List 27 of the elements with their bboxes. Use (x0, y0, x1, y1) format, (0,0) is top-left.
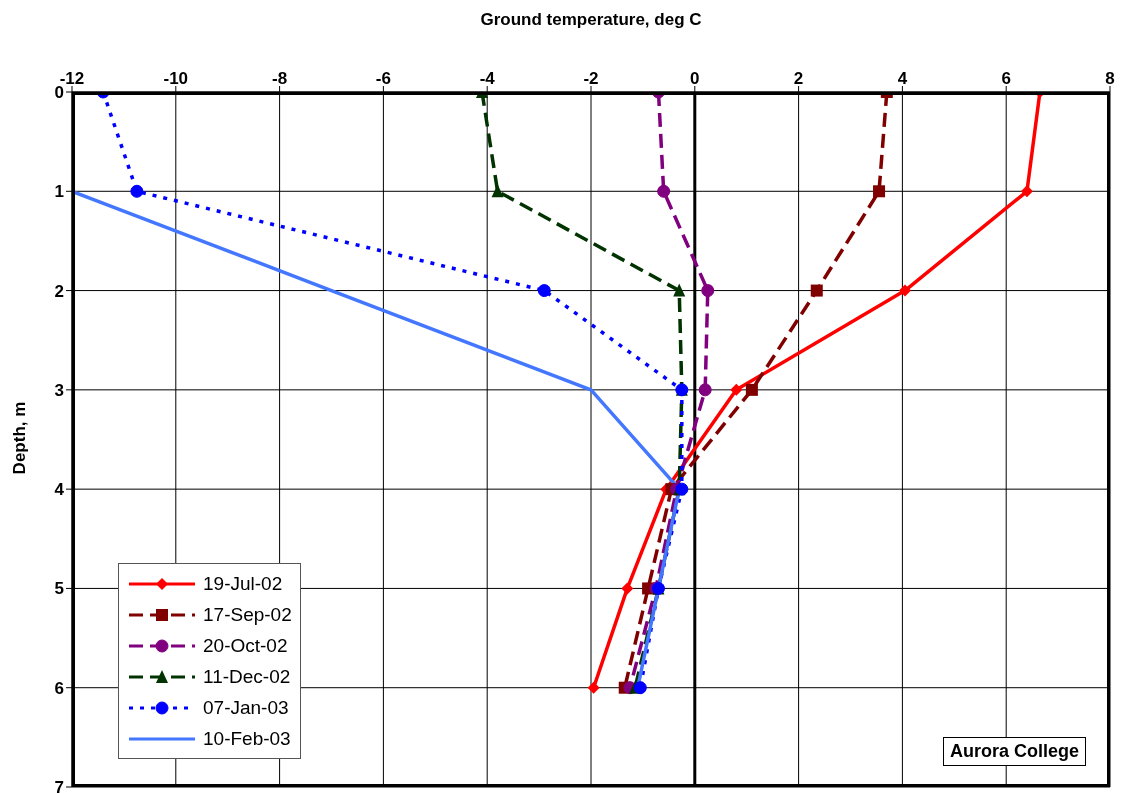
legend-label: 17-Sep-02 (203, 603, 292, 626)
x-tick-label: 8 (1105, 69, 1115, 88)
y-tick-label: 7 (54, 778, 64, 793)
y-tick-label: 3 (54, 380, 64, 400)
x-axis-title: Ground temperature, deg C (479, 10, 703, 30)
y-tick-label: 4 (54, 480, 65, 500)
y-tick-label: 5 (54, 579, 64, 599)
x-tick-label: -6 (375, 69, 391, 88)
legend-label: 07-Jan-03 (203, 696, 289, 719)
x-tick-label: 6 (1001, 69, 1011, 88)
y-tick-label: 1 (54, 182, 64, 202)
legend-label: 10-Feb-03 (203, 727, 291, 750)
x-tick-label: 0 (690, 69, 700, 88)
x-tick-label: 2 (793, 69, 804, 88)
y-tick-label: 6 (54, 678, 64, 698)
y-axis-title: Depth, m (10, 400, 30, 476)
x-tick-label: -10 (163, 69, 189, 88)
legend-label: 20-Oct-02 (203, 634, 288, 657)
x-tick-label: 4 (897, 69, 908, 88)
legend-label: 11-Dec-02 (203, 665, 291, 688)
y-tick-label: 2 (54, 281, 64, 301)
legend-label: 19-Jul-02 (203, 572, 283, 595)
x-tick-label: -2 (583, 69, 599, 88)
annotation: Aurora College (942, 737, 1086, 766)
x-tick-label: -4 (479, 69, 496, 88)
x-tick-label: -8 (272, 69, 288, 88)
y-tick-label: 0 (54, 83, 64, 103)
